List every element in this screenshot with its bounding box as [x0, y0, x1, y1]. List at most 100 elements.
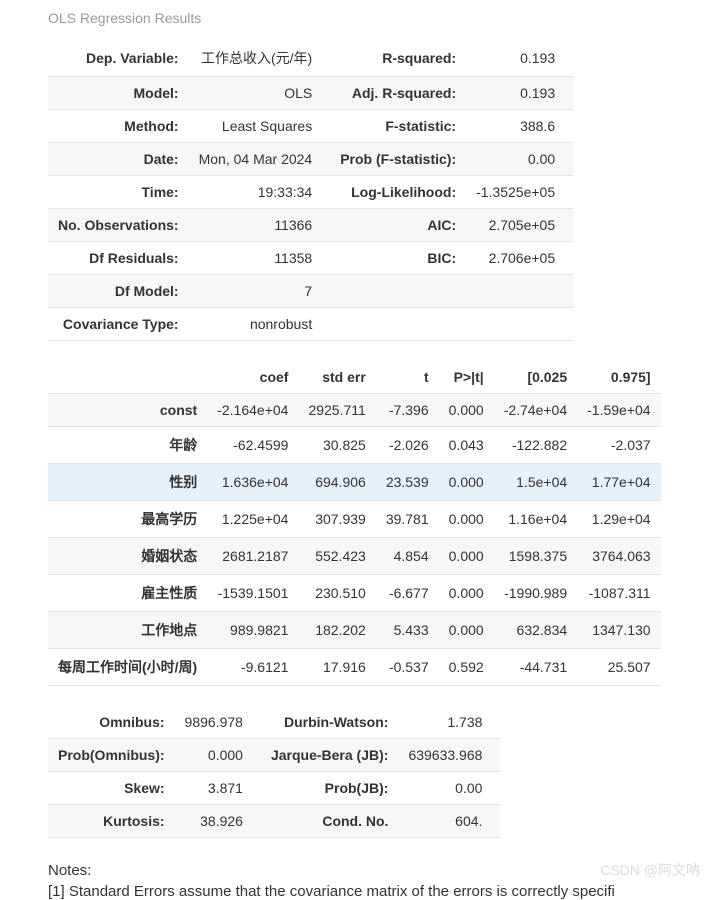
summary-label: BIC:: [330, 242, 466, 275]
coef-t: -7.396: [376, 394, 439, 427]
diag-label: Cond. No.: [261, 805, 398, 838]
coef-ci-lo: -44.731: [494, 649, 577, 686]
coef-stderr: 17.916: [298, 649, 375, 686]
coef-p: 0.043: [439, 427, 494, 464]
summary-value: 11366: [189, 209, 331, 242]
diag-value: 639633.968: [398, 739, 500, 772]
coef-row: const-2.164e+042925.711-7.3960.000-2.74e…: [48, 394, 661, 427]
coef-value: -2.164e+04: [207, 394, 298, 427]
summary-row: Model:OLSAdj. R-squared:0.193: [48, 77, 573, 110]
summary-value: nonrobust: [189, 308, 331, 341]
coef-t: 5.433: [376, 612, 439, 649]
summary-row: No. Observations:11366AIC:2.705e+05: [48, 209, 573, 242]
coef-ci-lo: -2.74e+04: [494, 394, 577, 427]
summary-label: Df Model:: [48, 275, 189, 308]
summary-table: Dep. Variable:工作总收入(元/年)R-squared:0.193M…: [48, 40, 573, 341]
diag-value: 1.738: [398, 706, 500, 739]
coef-value: -62.4599: [207, 427, 298, 464]
coef-t: 4.854: [376, 538, 439, 575]
summary-value: 388.6: [466, 110, 573, 143]
summary-label: Adj. R-squared:: [330, 77, 466, 110]
summary-value: 0.193: [466, 40, 573, 77]
summary-value: 2.706e+05: [466, 242, 573, 275]
coef-row: 性别1.636e+04694.90623.5390.0001.5e+041.77…: [48, 464, 661, 501]
coef-stderr: 694.906: [298, 464, 375, 501]
summary-label: [330, 275, 466, 308]
summary-value: OLS: [189, 77, 331, 110]
coef-value: -1539.1501: [207, 575, 298, 612]
coef-rowname: 性别: [48, 464, 207, 501]
coef-ci-hi: -1087.311: [577, 575, 660, 612]
summary-value: 2.705e+05: [466, 209, 573, 242]
coef-t: -2.026: [376, 427, 439, 464]
diag-value: 9896.978: [175, 706, 261, 739]
coef-value: -9.6121: [207, 649, 298, 686]
diag-label: Jarque-Bera (JB):: [261, 739, 398, 772]
coef-ci-hi: -2.037: [577, 427, 660, 464]
coef-ci-hi: 1347.130: [577, 612, 660, 649]
diag-label: Skew:: [48, 772, 175, 805]
summary-label: Log-Likelihood:: [330, 176, 466, 209]
diag-value: 604.: [398, 805, 500, 838]
coef-value: 1.636e+04: [207, 464, 298, 501]
coef-ci-lo: -122.882: [494, 427, 577, 464]
coef-rowname: const: [48, 394, 207, 427]
coef-ci-lo: 1.5e+04: [494, 464, 577, 501]
coef-stderr: 2925.711: [298, 394, 375, 427]
summary-value: 工作总收入(元/年): [189, 40, 331, 77]
diag-label: Prob(Omnibus):: [48, 739, 175, 772]
summary-label: Prob (F-statistic):: [330, 143, 466, 176]
summary-label: Df Residuals:: [48, 242, 189, 275]
coef-rowname: 最高学历: [48, 501, 207, 538]
coef-row: 最高学历1.225e+04307.93939.7810.0001.16e+041…: [48, 501, 661, 538]
coef-header: P>|t|: [439, 361, 494, 394]
summary-label: Date:: [48, 143, 189, 176]
summary-label: R-squared:: [330, 40, 466, 77]
summary-label: Covariance Type:: [48, 308, 189, 341]
coef-rowname: 年龄: [48, 427, 207, 464]
coef-t: 23.539: [376, 464, 439, 501]
coef-p: 0.000: [439, 612, 494, 649]
summary-row: Df Model:7: [48, 275, 573, 308]
coef-stderr: 30.825: [298, 427, 375, 464]
diag-label: Omnibus:: [48, 706, 175, 739]
coef-row: 婚姻状态2681.2187552.4234.8540.0001598.37537…: [48, 538, 661, 575]
coef-ci-lo: 1.16e+04: [494, 501, 577, 538]
coef-p: 0.000: [439, 464, 494, 501]
summary-row: Time:19:33:34Log-Likelihood:-1.3525e+05: [48, 176, 573, 209]
summary-value: [466, 275, 573, 308]
coef-p: 0.592: [439, 649, 494, 686]
diag-label: Prob(JB):: [261, 772, 398, 805]
summary-value: 7: [189, 275, 331, 308]
summary-value: Mon, 04 Mar 2024: [189, 143, 331, 176]
summary-value: [466, 308, 573, 341]
summary-value: 0.00: [466, 143, 573, 176]
coef-ci-hi: -1.59e+04: [577, 394, 660, 427]
coef-row: 每周工作时间(小时/周)-9.612117.916-0.5370.592-44.…: [48, 649, 661, 686]
coef-rowname: 婚姻状态: [48, 538, 207, 575]
coef-value: 2681.2187: [207, 538, 298, 575]
coef-row: 年龄-62.459930.825-2.0260.043-122.882-2.03…: [48, 427, 661, 464]
diag-value: 38.926: [175, 805, 261, 838]
coef-header: std err: [298, 361, 375, 394]
diag-label: Kurtosis:: [48, 805, 175, 838]
notes-line: [1] Standard Errors assume that the cova…: [48, 883, 706, 900]
coef-rowname: 雇主性质: [48, 575, 207, 612]
coef-header: 0.975]: [577, 361, 660, 394]
summary-label: No. Observations:: [48, 209, 189, 242]
diag-row: Omnibus:9896.978Durbin-Watson:1.738: [48, 706, 500, 739]
summary-value: 11358: [189, 242, 331, 275]
coef-t: 39.781: [376, 501, 439, 538]
diag-row: Kurtosis:38.926Cond. No.604.: [48, 805, 500, 838]
coef-p: 0.000: [439, 394, 494, 427]
coef-header: [48, 361, 207, 394]
coef-rowname: 工作地点: [48, 612, 207, 649]
coef-rowname: 每周工作时间(小时/周): [48, 649, 207, 686]
coef-stderr: 182.202: [298, 612, 375, 649]
coef-row: 工作地点989.9821182.2025.4330.000632.8341347…: [48, 612, 661, 649]
coef-p: 0.000: [439, 538, 494, 575]
coef-row: 雇主性质-1539.1501230.510-6.6770.000-1990.98…: [48, 575, 661, 612]
coef-t: -6.677: [376, 575, 439, 612]
summary-row: Df Residuals:11358BIC:2.706e+05: [48, 242, 573, 275]
summary-row: Date:Mon, 04 Mar 2024Prob (F-statistic):…: [48, 143, 573, 176]
